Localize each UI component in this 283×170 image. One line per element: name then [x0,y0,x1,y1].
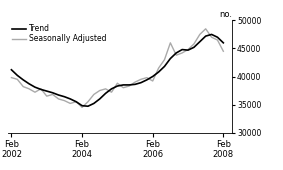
Trend [116,85,119,87]
Trend [222,42,225,44]
Trend [68,98,72,100]
Seasonally Adjusted [80,106,84,108]
Trend [104,92,107,94]
Trend [216,36,219,38]
Trend [92,102,96,104]
Seasonally Adjusted [74,101,78,103]
Trend [86,105,90,107]
Trend [163,65,166,67]
Seasonally Adjusted [33,91,37,93]
Trend [22,79,25,81]
Trend [157,71,160,73]
Seasonally Adjusted [157,67,160,69]
Seasonally Adjusted [169,42,172,44]
Trend [186,49,190,51]
Seasonally Adjusted [216,39,219,41]
Trend [181,49,184,51]
Seasonally Adjusted [163,59,166,61]
Seasonally Adjusted [27,88,31,90]
Trend [110,88,113,90]
Seasonally Adjusted [127,85,131,87]
Seasonally Adjusted [57,98,60,100]
Seasonally Adjusted [133,81,137,83]
Trend [175,52,178,54]
Seasonally Adjusted [181,52,184,54]
Trend [139,82,143,84]
Seasonally Adjusted [10,77,13,79]
Trend [63,96,66,98]
Seasonally Adjusted [51,94,54,96]
Trend [198,41,201,43]
Seasonally Adjusted [86,101,90,103]
Text: no.: no. [219,10,232,19]
Seasonally Adjusted [186,49,190,51]
Trend [151,75,155,78]
Trend [192,46,196,48]
Legend: Trend, Seasonally Adjusted: Trend, Seasonally Adjusted [12,24,107,43]
Trend [27,83,31,85]
Trend [51,92,54,94]
Trend [210,33,213,36]
Line: Seasonally Adjusted: Seasonally Adjusted [11,29,223,107]
Seasonally Adjusted [39,88,42,90]
Trend [127,84,131,86]
Trend [10,69,13,71]
Seasonally Adjusted [68,102,72,104]
Seasonally Adjusted [16,78,19,80]
Seasonally Adjusted [175,54,178,56]
Seasonally Adjusted [222,50,225,52]
Seasonally Adjusted [151,80,155,82]
Trend [45,90,48,92]
Seasonally Adjusted [204,28,207,30]
Trend [16,74,19,76]
Seasonally Adjusted [139,78,143,80]
Seasonally Adjusted [92,94,96,96]
Trend [98,98,101,100]
Seasonally Adjusted [45,95,48,97]
Trend [57,94,60,96]
Seasonally Adjusted [98,89,101,91]
Trend [39,88,42,90]
Trend [74,101,78,103]
Seasonally Adjusted [104,88,107,90]
Seasonally Adjusted [122,87,125,89]
Seasonally Adjusted [110,91,113,93]
Trend [122,84,125,86]
Seasonally Adjusted [63,100,66,102]
Seasonally Adjusted [198,33,201,36]
Seasonally Adjusted [210,36,213,38]
Trend [133,83,137,85]
Trend [80,105,84,107]
Trend [169,57,172,59]
Seasonally Adjusted [192,43,196,45]
Trend [33,86,37,88]
Seasonally Adjusted [145,77,149,79]
Trend [204,35,207,37]
Seasonally Adjusted [116,82,119,84]
Line: Trend: Trend [11,35,223,106]
Trend [145,79,149,81]
Seasonally Adjusted [22,86,25,88]
